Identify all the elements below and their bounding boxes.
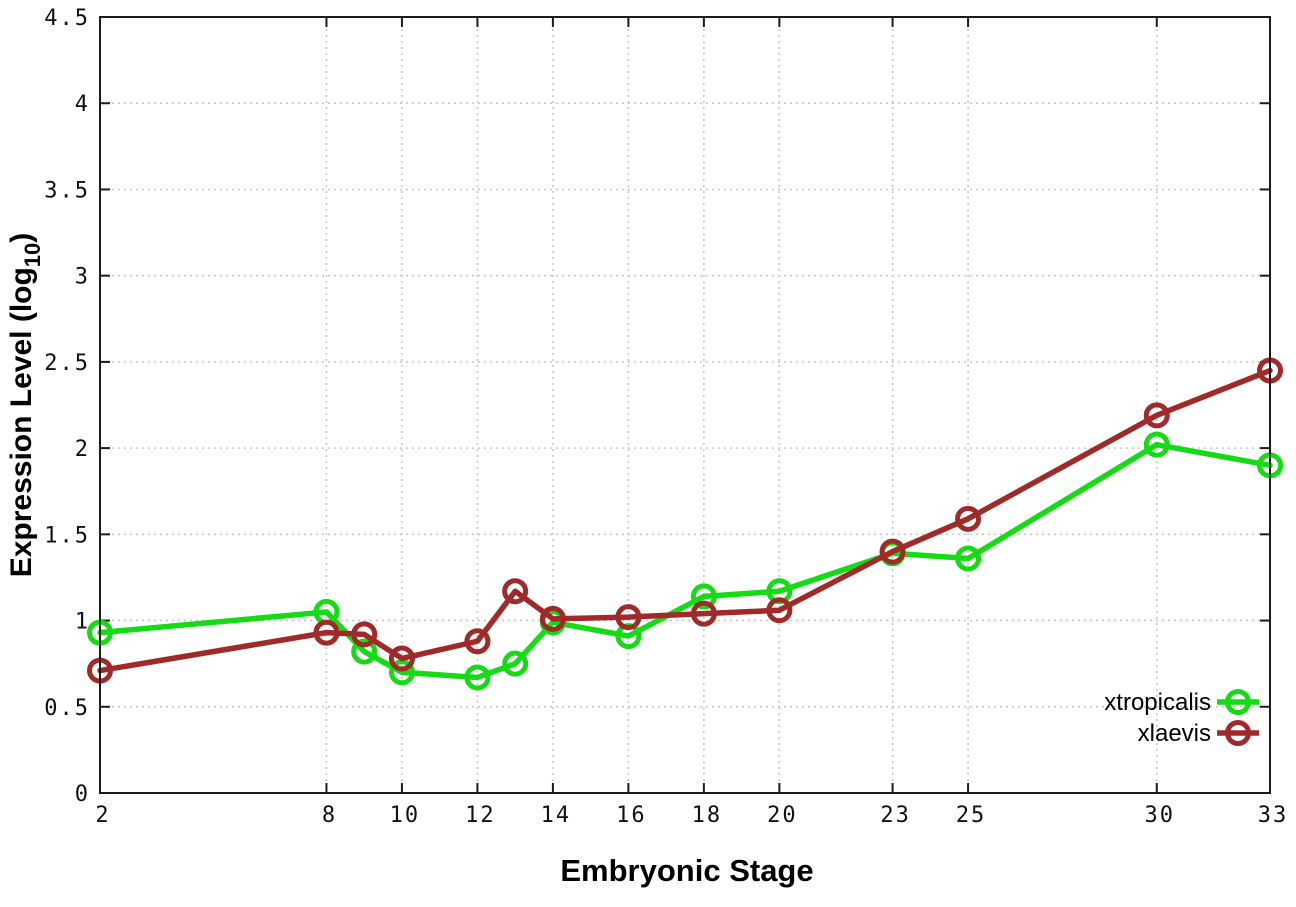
y-tick-label: 4: [75, 92, 90, 117]
x-tick-label: 8: [322, 803, 337, 828]
x-tick-label: 16: [616, 803, 647, 828]
data-point-marker: [539, 605, 566, 632]
legend-label: xlaevis: [1138, 720, 1211, 747]
data-point-marker: [955, 505, 982, 532]
data-point-marker: [879, 538, 906, 565]
data-point-marker: [502, 650, 529, 677]
grid-layer: [100, 17, 1270, 793]
legend-layer: xtropicalis xlaevis: [1104, 689, 1259, 747]
series-xtropicalis: [87, 431, 1283, 691]
legend-marker-sample: [1225, 720, 1251, 746]
data-point-marker: [351, 621, 378, 648]
series-layer: [87, 357, 1283, 691]
data-point-marker: [766, 597, 793, 624]
data-point-marker: [464, 628, 491, 655]
data-point-marker: [1143, 431, 1170, 458]
data-point-marker: [1143, 402, 1170, 429]
y-axis-title-suffix: ): [5, 233, 38, 243]
y-tick-label: 0.5: [44, 696, 90, 721]
data-point-marker: [690, 583, 717, 610]
series-xlaevis: [87, 357, 1283, 684]
y-tick-label: 2: [75, 437, 90, 462]
legend-item-xlaevis: xlaevis: [1138, 720, 1259, 747]
y-tick-label: 4.5: [44, 6, 90, 31]
y-axis-title-text: Expression Level (log: [5, 267, 38, 577]
legend-label: xtropicalis: [1104, 689, 1211, 716]
data-point-marker: [388, 645, 415, 672]
x-tick-label: 2: [95, 803, 110, 828]
data-point-marker: [690, 600, 717, 627]
x-tick-label: 20: [767, 803, 798, 828]
x-tick-label: 14: [541, 803, 572, 828]
data-point-marker: [313, 619, 340, 646]
data-point-marker: [502, 578, 529, 605]
data-point-marker: [351, 638, 378, 665]
data-point-marker: [464, 664, 491, 691]
y-tick-label: 3.5: [44, 178, 90, 203]
x-tick-label: 18: [692, 803, 723, 828]
data-point-marker: [955, 545, 982, 572]
y-tick-label: 2.5: [44, 351, 90, 376]
x-tick-label: 12: [465, 803, 496, 828]
y-tick-label: 1.5: [44, 523, 90, 548]
legend-item-xtropicalis: xtropicalis: [1104, 689, 1259, 716]
y-tick-label: 3: [75, 265, 90, 290]
x-tick-label: 25: [956, 803, 987, 828]
series-line: [97, 367, 1273, 674]
x-tick-label: 23: [880, 803, 911, 828]
y-tick-label: 0: [75, 782, 90, 807]
x-tick-label: 30: [1145, 803, 1176, 828]
y-axis-title-subscript: 10: [20, 243, 45, 267]
x-axis-title: Embryonic Stage: [560, 853, 813, 888]
axes-layer: 0 0.5 1 1.5 2 2.5 3 3.5 4 4.5 2 8 10 12 14 16 18 20 23 25 30…: [44, 6, 1289, 828]
legend-marker-sample: [1225, 689, 1251, 715]
y-axis-title: Expression Level (log10): [5, 233, 45, 578]
data-point-marker: [388, 659, 415, 686]
x-tick-label: 10: [390, 803, 421, 828]
y-tick-label: 1: [75, 610, 90, 635]
data-point-marker: [615, 604, 642, 631]
x-tick-label: 33: [1258, 803, 1289, 828]
plot-border: [99, 16, 1271, 794]
